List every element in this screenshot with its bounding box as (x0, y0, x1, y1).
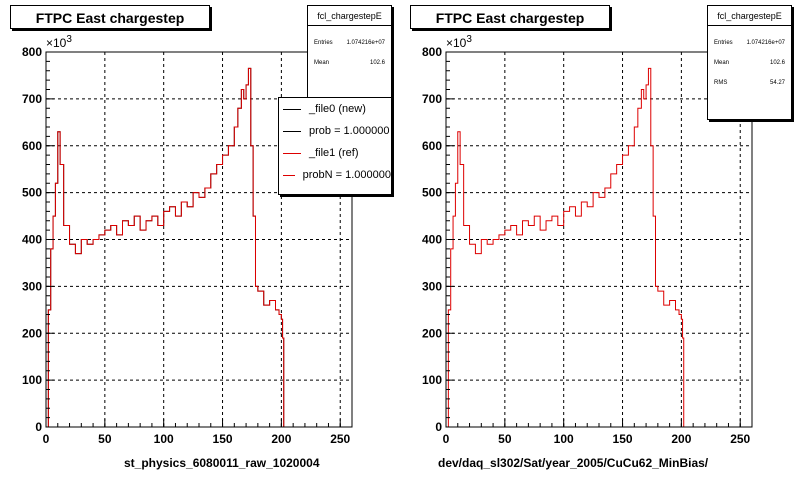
stats-name-right: fcl_chargestepE (708, 6, 791, 26)
x-tick-label: 0 (443, 432, 450, 446)
stats-row: Mean 102.6 (308, 60, 391, 66)
y-tick-label: 0 (435, 420, 442, 434)
y-tick-label: 200 (22, 326, 42, 340)
x-tick-label: 100 (554, 432, 574, 446)
stats-row: Entries 1.074216e+07 (708, 40, 791, 46)
y-tick-label: 600 (422, 139, 442, 153)
stats-row: Entries 1.074216e+07 (308, 40, 391, 46)
x-tick-label: 250 (330, 432, 350, 446)
stats-label: RMS (714, 80, 728, 86)
y-tick-label: 800 (422, 45, 442, 59)
y-tick-label: 800 (22, 45, 42, 59)
stats-value: 54.27 (769, 80, 785, 86)
panel-right: 0 50 100 150 200 250 0 100 200 300 400 500 600 700 800… (400, 0, 800, 480)
y-tick-label: 700 (22, 92, 42, 106)
stats-box-right: fcl_chargestepE Entries 1.074216e+07 Mean 1… (707, 5, 792, 120)
legend-entry: probN = 1.000000 (279, 164, 391, 186)
legend-swatch (283, 152, 301, 154)
stats-row: RMS 54.27 (708, 80, 791, 86)
y-tick-label: 200 (422, 326, 442, 340)
stats-value: 102.6 (369, 60, 385, 66)
x-tick-label: 150 (213, 432, 233, 446)
y-multiplier-right: ×103 (446, 34, 472, 50)
x-tick-label: 50 (498, 432, 512, 446)
y-multiplier-left: ×103 (46, 34, 72, 50)
series-line (46, 67, 352, 428)
stats-name-left: fcl_chargestepE (308, 6, 391, 26)
y-tick-label: 100 (22, 373, 42, 387)
y-tick-label: 600 (22, 139, 42, 153)
legend-entry: _file1 (ref) (279, 142, 391, 164)
stats-value: 102.6 (769, 60, 785, 66)
plot-title-right: FTPC East chargestep (410, 5, 610, 29)
y-tick-label: 500 (422, 186, 442, 200)
y-tick-label: 300 (422, 279, 442, 293)
x-tick-label: 150 (613, 432, 633, 446)
y-tick-label: 300 (22, 279, 42, 293)
stats-value: 1.074216e+07 (346, 40, 385, 46)
x-axis-title-right: dev/daq_sl302/Sat/year_2005/CuCu62_MinBi… (438, 456, 709, 470)
x-axis-title-left: st_physics_6080011_raw_1020004 (124, 456, 320, 470)
legend-swatch (283, 174, 295, 176)
x-tick-label: 50 (98, 432, 112, 446)
x-tick-label: 100 (154, 432, 174, 446)
stats-label: Entries (314, 40, 333, 46)
stats-label: Mean (714, 60, 730, 66)
x-tick-label: 200 (671, 432, 691, 446)
plot-title-left: FTPC East chargestep (10, 5, 210, 29)
panel-left: 0 50 100 150 200 250 0 100 200 300 400 500 600 700 800… (10, 5, 392, 470)
y-tick-label: 500 (22, 186, 42, 200)
stats-box-left: fcl_chargestepE Entries 1.074216e+07 Mean 1… (307, 5, 392, 115)
legend-label: probN = 1.000000 (302, 169, 391, 181)
x-tick-label: 250 (730, 432, 750, 446)
y-tick-label: 100 (422, 373, 442, 387)
legend-entry: prob = 1.000000 (279, 120, 391, 142)
legend-label: _file1 (ref) (309, 147, 359, 159)
legend-swatch (283, 130, 301, 132)
series-line (446, 67, 752, 428)
x-tick-label: 0 (43, 432, 50, 446)
y-tick-label: 700 (422, 92, 442, 106)
y-tick-label: 400 (22, 233, 42, 247)
legend-swatch (283, 108, 301, 110)
histogram-left: 0 50 100 150 200 250 0 100 200 300 400 500 600 700 800 (22, 45, 353, 446)
legend-label: prob = 1.000000 (309, 125, 390, 137)
x-tick-label: 200 (271, 432, 291, 446)
legend-left: _file0 (new) prob = 1.000000 _file1 (ref) p… (278, 97, 392, 195)
y-tick-label: 400 (422, 233, 442, 247)
histogram-right: 0 50 100 150 200 250 0 100 200 300 400 500 600 700 800 (422, 45, 753, 446)
stats-label: Entries (714, 40, 733, 46)
stats-label: Mean (314, 60, 330, 66)
stats-value: 1.074216e+07 (746, 40, 785, 46)
legend-label: _file0 (new) (309, 103, 366, 115)
stats-row: Mean 102.6 (708, 60, 791, 66)
y-tick-label: 0 (35, 420, 42, 434)
legend-entry: _file0 (new) (279, 98, 391, 120)
